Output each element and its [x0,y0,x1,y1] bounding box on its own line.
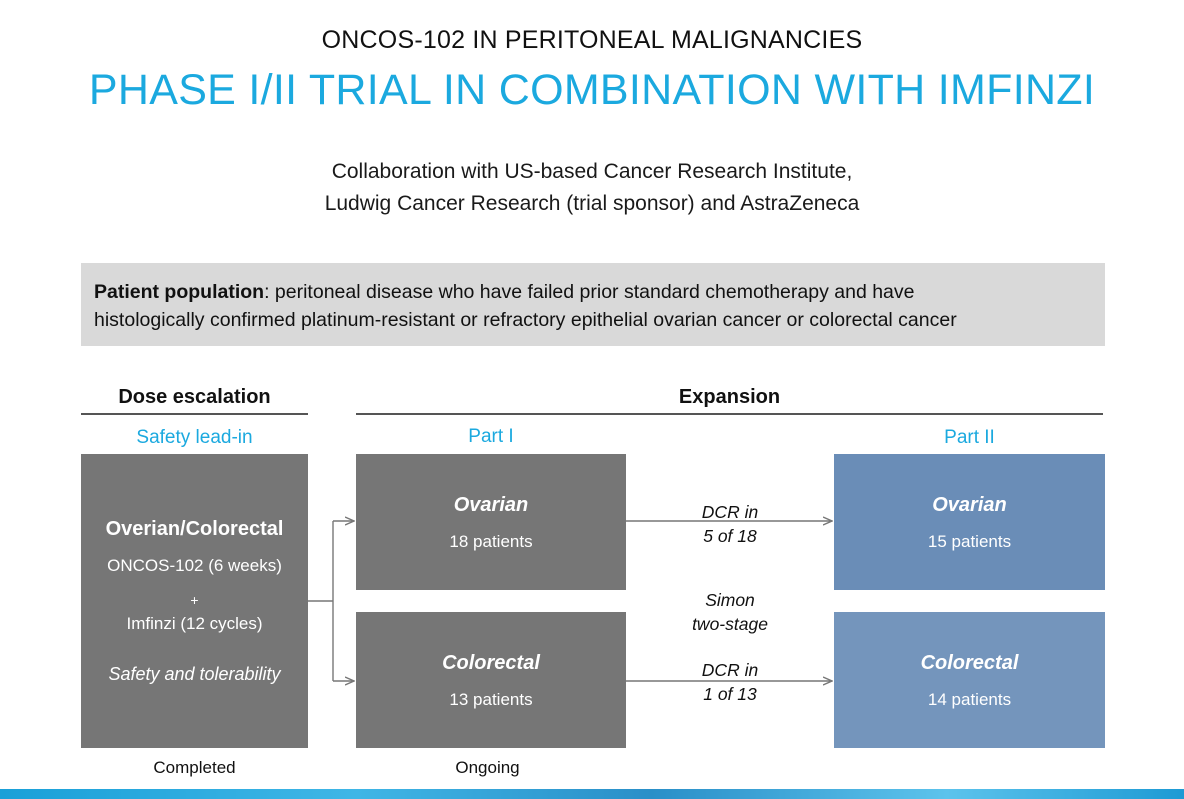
bottom-decorative-bar [0,789,1184,799]
simon-two-stage-text: Simon two-stage [650,588,810,636]
part-2-ovarian-box [834,454,1105,590]
part-1-label: Part I [468,426,514,447]
page-title: ONCOS-102 IN PERITONEAL MALIGNANCIES [321,26,863,54]
design-line-2: two-stage [692,614,768,634]
dose-escalation-header: Dose escalation [118,386,271,408]
dose-escalation-drug-2: Imfinzi (12 cycles) [126,614,263,633]
part-1-ovarian-title: Ovarian [453,494,529,516]
part-1-status: Ongoing [455,758,520,777]
part-2-colorectal-patients: 14 patients [927,690,1012,709]
patient-population-line-2: histologically confirmed platinum-resist… [94,309,957,331]
expansion-rule [356,413,1103,415]
part-1-colorectal-patients: 13 patients [449,690,533,709]
escalation-to-part1-connector [308,521,354,681]
part-2-ovarian-title: Ovarian [932,494,1007,516]
dcr-colorectal-text: DCR in 1 of 13 [650,658,810,706]
patient-population-box [81,263,1105,346]
part-1-colorectal-title: Colorectal [442,652,540,674]
collaboration-line-1: Collaboration with US-based Cancer Resea… [331,160,853,183]
collaboration-line-2: Ludwig Cancer Research (trial sponsor) a… [324,192,860,215]
safety-lead-in-label: Safety lead-in [136,427,253,448]
part-2-colorectal-title: Colorectal [920,652,1019,674]
dcr-colorectal-line-1: DCR in [701,660,759,680]
part-1-colorectal-box [356,612,626,748]
dose-escalation-endpoint: Safety and tolerability [108,664,281,684]
page-subtitle: PHASE I/II TRIAL IN COMBINATION WITH IMF… [88,66,1096,114]
dcr-ovarian-text: DCR in 5 of 18 [650,500,810,548]
expansion-header: Expansion [678,386,781,408]
part-2-colorectal-box [834,612,1105,748]
dose-escalation-box [81,454,308,748]
dcr-colorectal-line-2: 1 of 13 [703,684,757,704]
patient-population-text: Patient population: peritoneal disease w… [94,278,1094,334]
dcr-ovarian-line-2: 5 of 18 [703,526,757,546]
design-line-1: Simon [705,590,755,610]
collaboration-text: Collaboration with US-based Cancer Resea… [0,156,1184,220]
patient-population-label: Patient population [94,281,265,303]
dcr-ovarian-line-1: DCR in [701,502,759,522]
dose-escalation-box-title: Overian/Colorectal [105,518,284,540]
dose-escalation-drug-1: ONCOS-102 (6 weeks) [107,556,282,575]
part-1-ovarian-patients: 18 patients [449,532,533,551]
part-1-ovarian-box [356,454,626,590]
part-2-label: Part II [944,427,995,448]
dose-escalation-plus: + [190,592,199,608]
dose-escalation-rule [81,413,308,415]
part-2-ovarian-patients: 15 patients [927,532,1012,551]
dose-escalation-status: Completed [153,758,236,777]
patient-population-line-1: : peritoneal disease who have failed pri… [264,281,915,303]
